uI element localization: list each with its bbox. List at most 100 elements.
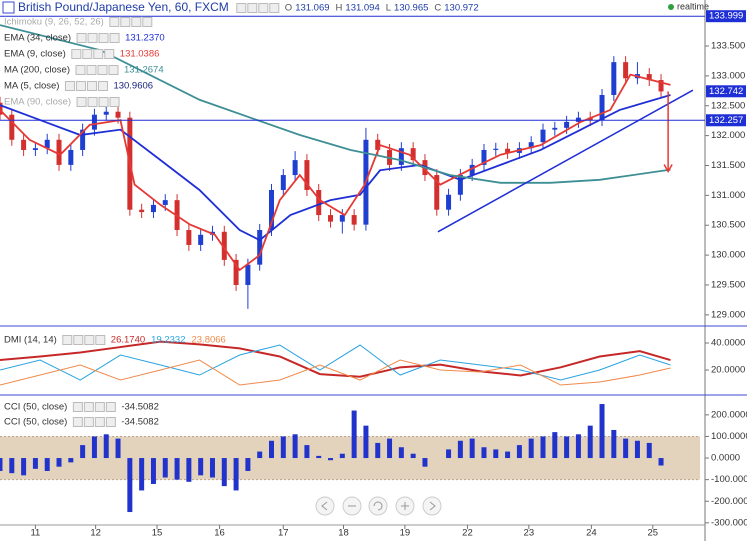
legend-name: CCI (50, close) — [4, 402, 67, 413]
candle-body — [505, 148, 511, 153]
x-tick-label: 15 — [152, 528, 163, 539]
legend-icon — [87, 33, 98, 43]
x-tick-label: 11 — [30, 528, 40, 539]
legend-icon — [98, 33, 109, 43]
candle-body — [351, 215, 357, 225]
candle-body — [221, 231, 227, 260]
legend-name: MA (200, close) — [4, 65, 70, 76]
candle-body — [292, 160, 298, 176]
legend-icon — [109, 33, 120, 43]
y-tick-label: 132.500 — [711, 100, 745, 111]
legend-icon — [75, 65, 86, 75]
candle-body — [103, 111, 109, 115]
candle-body — [599, 94, 605, 121]
cci-bar — [540, 436, 546, 459]
cci-bar — [457, 440, 463, 459]
indicator-line — [0, 94, 671, 242]
candle-body — [139, 209, 145, 213]
nav-button[interactable] — [315, 496, 335, 516]
realtime-dot — [668, 4, 674, 10]
cci-bar — [186, 458, 192, 482]
cci-bar — [646, 442, 652, 459]
y-tick-label: -200.0000 — [711, 496, 747, 507]
legend-name: CCI (50, close) — [4, 417, 67, 428]
candle-body — [328, 215, 334, 222]
nav-button[interactable] — [422, 496, 442, 516]
dmi-line — [0, 359, 671, 386]
cci-bar — [280, 436, 286, 459]
y-tick-label: 131.500 — [711, 160, 745, 171]
candle-body — [304, 160, 310, 190]
y-tick-label: 200.0000 — [711, 409, 747, 420]
y-tick-label: 40.0000 — [711, 338, 745, 349]
candle-body — [91, 114, 97, 130]
y-tick-label: -100.0000 — [711, 474, 747, 485]
legend-value: 130.9606 — [113, 81, 153, 92]
x-tick-label: 16 — [214, 528, 225, 539]
legend-value: 26.1740 — [111, 335, 145, 346]
candle-body — [481, 149, 487, 165]
candle-body — [186, 230, 192, 245]
cci-bar — [44, 458, 50, 472]
legend-icon — [109, 97, 120, 107]
cci-bar — [21, 458, 27, 476]
price-label-box — [706, 114, 746, 127]
ohlc-value: 131.094 — [345, 3, 379, 14]
legend-icon — [236, 3, 247, 13]
cci-bar — [174, 458, 180, 480]
candle-body — [80, 129, 86, 150]
x-tick-label: 22 — [462, 528, 473, 539]
cci-bar — [658, 458, 664, 466]
x-tick-label: 25 — [647, 528, 658, 539]
candle-body — [658, 80, 664, 92]
legend-icon — [86, 81, 97, 91]
ohlc-key: L — [386, 3, 391, 14]
legend-icon — [104, 49, 115, 59]
y-tick-label: 133.000 — [711, 70, 745, 81]
candle-body — [457, 175, 463, 195]
ohlc-value: 131.069 — [295, 3, 329, 14]
candle-body — [162, 200, 168, 205]
candle-body — [44, 139, 50, 149]
legend-icon — [94, 402, 105, 412]
nav-button[interactable] — [368, 496, 388, 516]
y-tick-label: 131.000 — [711, 190, 745, 201]
candle-body — [434, 175, 440, 210]
symbol-icon[interactable] — [2, 1, 15, 14]
cci-bar — [127, 458, 133, 513]
ohlc-value: 130.965 — [394, 3, 428, 14]
y-tick-label: 129.500 — [711, 279, 745, 290]
legend-icon — [258, 3, 269, 13]
legend-icon — [108, 65, 119, 75]
cci-bar — [469, 438, 475, 459]
legend-icon — [97, 81, 108, 91]
x-tick-label: 18 — [338, 528, 349, 539]
cci-bar — [304, 445, 310, 459]
candle-body — [646, 74, 652, 81]
legend-icon — [75, 81, 86, 91]
x-tick-label: 17 — [278, 528, 289, 539]
nav-icons — [321, 501, 436, 511]
y-tick-label: 132.000 — [711, 130, 745, 141]
ohlc-key: H — [336, 3, 343, 14]
legend-name: EMA (9, close) — [4, 49, 66, 60]
arrow-head — [663, 164, 673, 173]
candle-body — [56, 139, 62, 165]
y-tick-label: 129.000 — [711, 309, 745, 320]
cci-bar — [398, 447, 404, 459]
legend-icon — [120, 17, 131, 27]
y-tick-label: 130.000 — [711, 250, 745, 261]
candle-body — [339, 215, 345, 222]
x-tick-label: 19 — [400, 528, 411, 539]
cci-bar — [634, 440, 640, 459]
panel: 20.0000 40.0000 — [0, 338, 745, 386]
indicator-line — [0, 73, 671, 272]
legend-icon — [64, 81, 75, 91]
cci-bar — [245, 458, 251, 472]
legend-name: EMA (34, close) — [4, 33, 71, 44]
legend-icon — [94, 417, 105, 427]
cci-bar — [139, 458, 145, 491]
candle-body — [32, 148, 38, 150]
legend-icon — [76, 97, 87, 107]
cci-bar — [32, 458, 38, 469]
